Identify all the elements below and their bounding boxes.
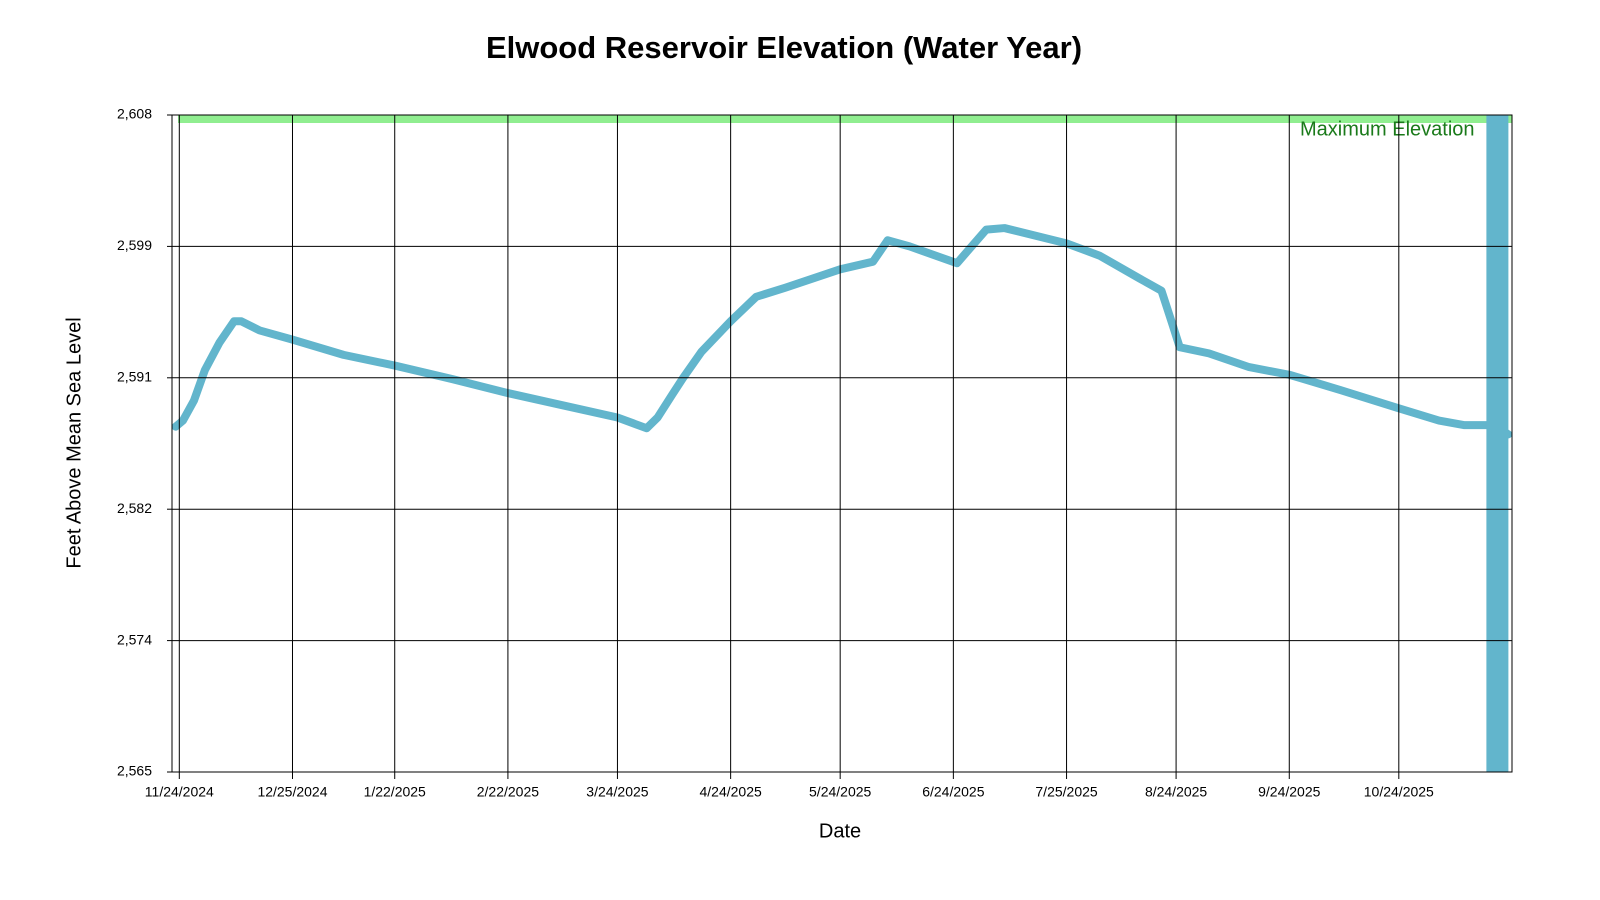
x-tick-label: 9/24/2025	[1258, 784, 1320, 800]
max-elevation-label: Maximum Elevation	[1300, 118, 1475, 140]
elevation-line	[172, 224, 1512, 439]
x-axis-label: Date	[819, 820, 861, 842]
x-tick-label: 6/24/2025	[922, 784, 984, 800]
plot-area: Maximum Elevation	[172, 115, 1512, 772]
x-tick-label: 1/22/2025	[364, 784, 426, 800]
x-tick-label: 11/24/2024	[145, 784, 214, 800]
x-tick-label: 4/24/2025	[699, 784, 761, 800]
x-tick-label: 10/24/2025	[1364, 784, 1434, 800]
current-date-line	[1486, 115, 1509, 772]
chart-title: Elwood Reservoir Elevation (Water Year)	[486, 30, 1082, 65]
x-tick-label: 8/24/2025	[1145, 784, 1207, 800]
x-tick-label: 12/25/2024	[257, 784, 327, 800]
x-tick-label: 3/24/2025	[586, 784, 648, 800]
y-tick-label: 2,599	[117, 237, 152, 253]
y-tick-label: 2,591	[117, 369, 152, 385]
x-tick-label: 2/22/2025	[477, 784, 539, 800]
y-tick-label: 2,608	[117, 106, 152, 122]
y-tick-label: 2,574	[117, 631, 152, 647]
x-tick-label: 5/24/2025	[809, 784, 871, 800]
x-tick-label: 7/25/2025	[1035, 784, 1097, 800]
y-tick-label: 2,582	[117, 500, 152, 516]
y-axis-label: Feet Above Mean Sea Level	[63, 317, 85, 568]
y-tick-label: 2,565	[117, 763, 152, 779]
plot-frame	[171, 114, 1513, 773]
